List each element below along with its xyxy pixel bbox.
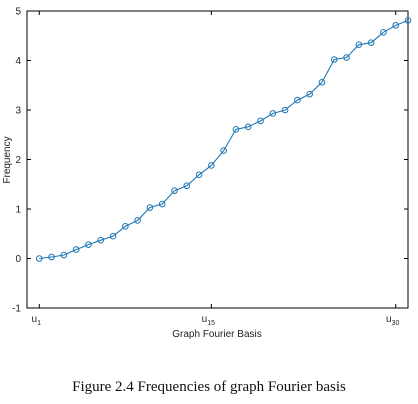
data-point xyxy=(367,39,375,46)
y-tick-label: 5 xyxy=(15,7,21,18)
data-point xyxy=(257,117,264,125)
data-point xyxy=(220,147,227,154)
data-series xyxy=(35,17,412,262)
tick-labels: -1 0 1 2 3 4 5 u1 u15 u30 xyxy=(12,7,399,328)
data-point xyxy=(392,22,400,29)
data-point xyxy=(232,126,240,133)
y-tick-label: 4 xyxy=(15,56,21,67)
data-point xyxy=(343,54,350,61)
data-point xyxy=(171,187,178,194)
data-point xyxy=(269,110,277,117)
data-point xyxy=(48,253,55,261)
y-axis-title: Frequency xyxy=(2,136,13,183)
axis-ticks xyxy=(27,10,408,309)
data-point xyxy=(72,246,80,253)
data-point xyxy=(183,182,191,190)
data-point xyxy=(146,204,154,211)
data-point xyxy=(122,223,129,230)
data-point xyxy=(195,171,203,179)
data-point xyxy=(244,123,252,131)
data-point xyxy=(60,251,68,259)
x-tick-label-subscript: 15 xyxy=(207,320,215,327)
data-point xyxy=(158,200,166,208)
plot-frame xyxy=(26,10,409,309)
data-point xyxy=(208,162,215,169)
x-axis-title: Graph Fourier Basis xyxy=(172,329,261,340)
data-point xyxy=(294,96,301,104)
x-tick-label-subscript: 30 xyxy=(392,320,400,327)
figure-caption: Figure 2.4 Frequencies of graph Fourier … xyxy=(72,379,346,395)
data-point xyxy=(35,255,43,262)
y-tick-label: 1 xyxy=(15,205,21,216)
y-tick-label: -1 xyxy=(12,304,21,315)
x-tick-label: u15 xyxy=(202,314,215,327)
series-line xyxy=(39,19,409,260)
data-point xyxy=(97,236,105,244)
data-point xyxy=(134,217,141,224)
data-point xyxy=(85,241,92,248)
x-tick-label-subscript: 1 xyxy=(37,320,41,327)
x-tick-label: u30 xyxy=(386,314,399,327)
y-tick-label: 2 xyxy=(15,155,21,166)
y-tick-label: 0 xyxy=(15,254,21,265)
data-point xyxy=(306,90,313,98)
data-point xyxy=(318,78,326,86)
data-point xyxy=(330,56,338,63)
y-tick-label: 3 xyxy=(15,106,21,117)
data-point xyxy=(404,17,412,24)
data-point xyxy=(355,41,363,48)
data-point xyxy=(380,28,387,36)
data-point xyxy=(109,232,117,240)
data-point xyxy=(281,106,289,114)
x-tick-label: u1 xyxy=(32,314,42,327)
